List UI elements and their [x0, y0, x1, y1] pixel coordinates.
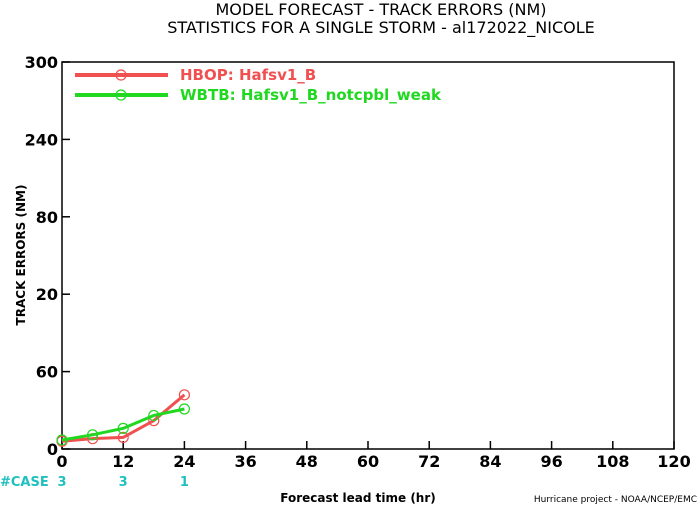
- legend: HBOP: Hafsv1_B WBTB: Hafsv1_B_notcpbl_wea…: [75, 66, 442, 104]
- legend-label-2: WBTB: Hafsv1_B_notcpbl_weak: [180, 86, 442, 104]
- y-tick-label: 240: [25, 130, 58, 149]
- legend-marker-2: [115, 89, 127, 101]
- x-tick-label: 84: [479, 452, 501, 471]
- case-count: 3: [119, 475, 128, 490]
- x-axis-label: Forecast lead time (hr): [280, 491, 436, 505]
- data-point: [117, 422, 129, 434]
- x-tick-label: 108: [596, 452, 629, 471]
- case-counts: #CASE 3 3 1: [0, 475, 189, 490]
- y-tick-label: 80: [36, 208, 58, 227]
- y-tick-label: 300: [25, 53, 58, 72]
- credit-text: Hurricane project - NOAA/NCEP/EMC: [534, 495, 697, 505]
- case-count: 3: [57, 475, 66, 490]
- y-axis-ticks: 0 60 20 80 240 300: [25, 53, 70, 459]
- legend-label-1: HBOP: Hafsv1_B: [180, 66, 316, 84]
- data-point: [148, 409, 160, 422]
- x-tick-label: 72: [418, 452, 440, 471]
- x-tick-label: 36: [234, 452, 256, 471]
- x-tick-label: 120: [657, 452, 690, 471]
- case-count: 1: [180, 475, 189, 490]
- x-tick-label: 24: [173, 452, 195, 471]
- plot-frame: [61, 61, 675, 450]
- data-point: [117, 431, 129, 443]
- y-tick-label: 0: [47, 440, 58, 459]
- chart-title: MODEL FORECAST - TRACK ERRORS (NM): [215, 0, 546, 19]
- x-tick-label: 0: [56, 452, 67, 471]
- series-layer: [56, 389, 190, 447]
- data-point: [56, 434, 68, 446]
- series-line-1: [61, 393, 186, 443]
- case-row-label: #CASE: [0, 475, 49, 490]
- data-point: [178, 403, 190, 415]
- y-tick-label: 60: [36, 363, 58, 382]
- x-tick-label: 48: [296, 452, 318, 471]
- legend-marker-1: [115, 69, 127, 81]
- data-point: [86, 429, 99, 441]
- series-line-2: [61, 407, 185, 442]
- y-axis-label: TRACK ERRORS (NM): [14, 185, 28, 326]
- chart-subtitle: STATISTICS FOR A SINGLE STORM - al172022…: [167, 18, 595, 38]
- x-tick-label: 96: [540, 452, 562, 471]
- data-point: [178, 389, 190, 401]
- x-tick-label: 60: [357, 452, 379, 471]
- y-tick-label: 20: [36, 285, 58, 304]
- x-tick-label: 12: [112, 452, 134, 471]
- x-axis-ticks: 0 12 24 36 48 60 72 84 96 108 120: [56, 441, 691, 471]
